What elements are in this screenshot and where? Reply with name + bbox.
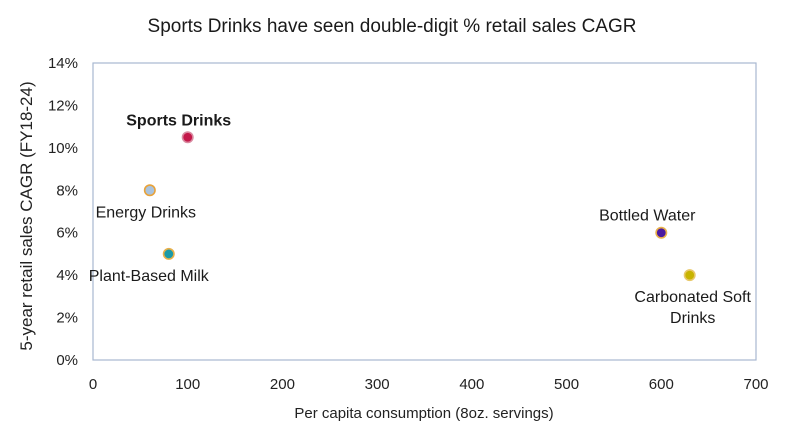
- y-tick-label: 12%: [48, 97, 78, 114]
- y-tick-label: 14%: [48, 55, 78, 72]
- y-tick-label: 0%: [56, 352, 78, 369]
- x-tick-label: 100: [175, 376, 200, 393]
- y-tick-label: 8%: [56, 182, 78, 199]
- data-point: [162, 247, 175, 260]
- y-axis-ticks: 0% 2% 4% 6% 8% 10% 12% 14%: [48, 55, 78, 369]
- data-point-label: Sports Drinks: [126, 112, 231, 129]
- y-tick-label: 4%: [56, 267, 78, 284]
- chart-title: Sports Drinks have seen double-digit % r…: [148, 16, 637, 37]
- y-tick-label: 2%: [56, 310, 78, 327]
- y-tick-label: 10%: [48, 140, 78, 157]
- data-points: Sports Drinks Energy Drinks Plant-Based Mi…: [89, 112, 752, 327]
- x-tick-label: 400: [459, 376, 484, 393]
- x-tick-label: 600: [649, 376, 674, 393]
- data-point-label: Carbonated Soft Drinks: [634, 289, 751, 327]
- y-tick-label: 6%: [56, 225, 78, 242]
- plot-area-frame: [92, 62, 757, 361]
- x-tick-label: 200: [270, 376, 295, 393]
- data-point-label: Plant-Based Milk: [89, 268, 210, 285]
- data-point: [655, 226, 668, 239]
- x-tick-label: 700: [743, 376, 768, 393]
- x-axis-ticks: 0 100 200 300 400 500 600 700: [89, 376, 769, 393]
- data-point-label: Energy Drinks: [96, 204, 196, 221]
- data-point-label: Bottled Water: [599, 208, 696, 225]
- data-point: [143, 184, 156, 197]
- x-tick-label: 500: [554, 376, 579, 393]
- y-axis-label: 5-year retail sales CAGR (FY18-24): [17, 81, 36, 350]
- x-axis-label: Per capita consumption (8oz. servings): [294, 405, 553, 422]
- x-tick-label: 300: [365, 376, 390, 393]
- data-point: [683, 269, 696, 282]
- x-tick-label: 0: [89, 376, 97, 393]
- data-point: [181, 131, 194, 144]
